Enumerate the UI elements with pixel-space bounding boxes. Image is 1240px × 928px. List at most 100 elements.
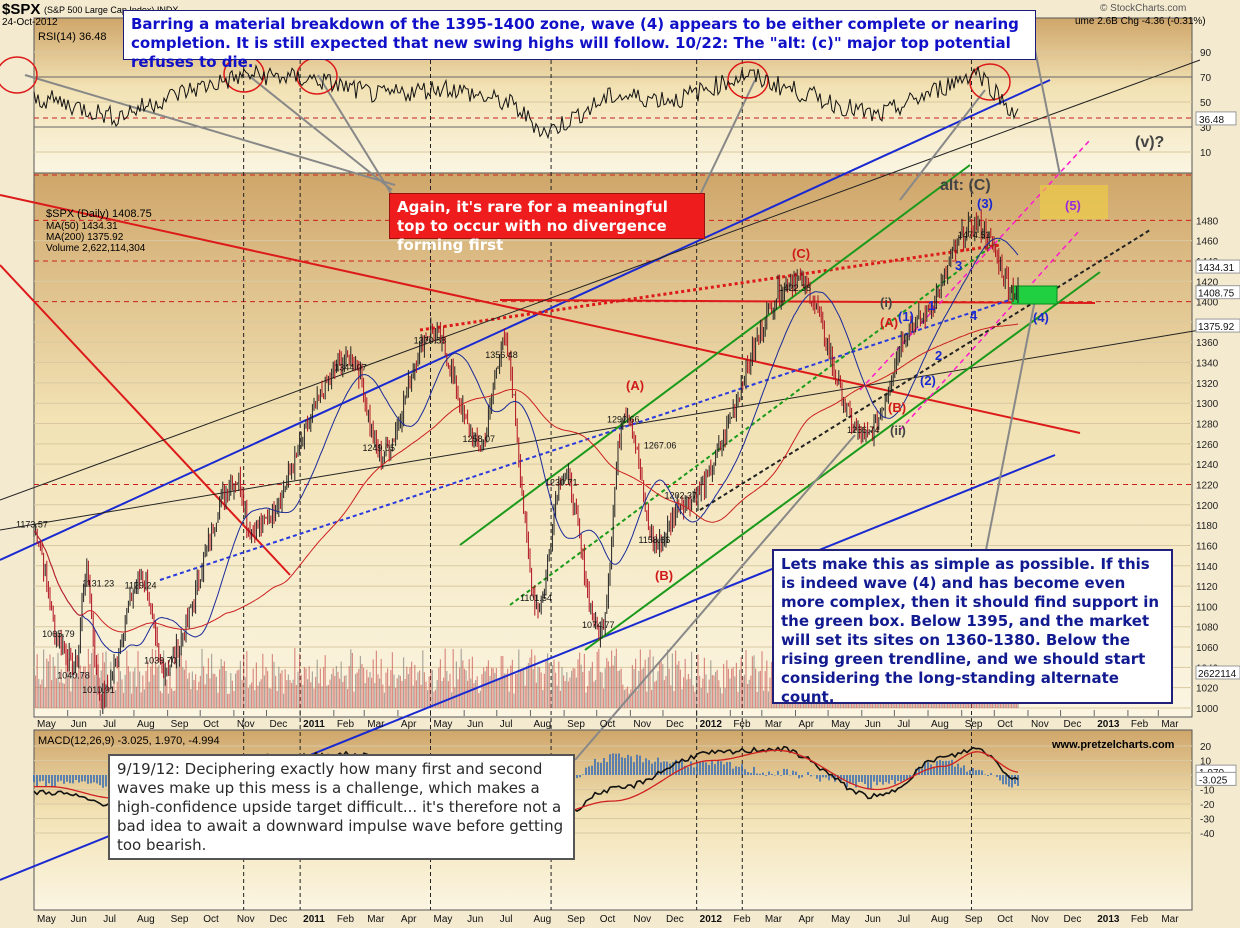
chart-date: 24-Oct-2012 [2,17,58,28]
x-tick-label: Nov [237,719,255,730]
right-value-box [1195,285,1240,300]
x-tick-label: Sep [567,914,585,925]
x-tick-label: Mar [765,914,783,925]
red-dotted-line [419,243,1001,332]
x-tick-label: Sep [171,719,189,730]
x-tick-label: Jun [71,914,87,925]
x-tick-label: Apr [798,719,814,730]
price-label: 1010.91 [82,685,115,695]
x-tick-label: Sep [171,914,189,925]
price-label: 1158.66 [638,535,670,545]
y-tick-label: 1120 [1196,582,1218,593]
x-tick-label: Jun [71,719,87,730]
macd-tick-label: -20 [1200,800,1215,811]
x-tick-label: Mar [765,719,783,730]
price-label: 1230.71 [545,478,578,488]
y-tick-label: 1100 [1196,602,1218,613]
x-tick-label: Dec [666,914,684,925]
y-tick-label: 1140 [1196,562,1218,573]
y-tick-label: 1240 [1196,460,1219,471]
green-support-box [1011,285,1058,305]
note-divergence: Again, it's rare for a meaningful top to… [389,193,705,254]
x-tick-label: Aug [137,914,155,925]
x-tick-label: Apr [798,914,814,925]
y-tick-label: 1360 [1196,338,1219,349]
x-tick-label: 2011 [303,914,325,925]
x-tick-label: May [37,914,56,925]
x-tick-label: Nov [633,719,651,730]
x-tick-label: Sep [567,719,585,730]
pointer-line [574,434,856,761]
x-tick-label: Feb [337,719,355,730]
wave-label: 3 [955,258,962,273]
wave-label: 4 [970,308,978,323]
x-tick-label: Aug [533,719,551,730]
stockcharts-credit: © StockCharts.com [1100,3,1187,14]
x-tick-label: Sep [965,719,983,730]
wave-label: (A) [626,378,644,393]
x-tick-label: Mar [1161,914,1179,925]
x-tick-label: Feb [337,914,355,925]
y-tick-label: 1060 [1196,643,1219,654]
right-value-box [1195,318,1240,333]
x-tick-label: 2012 [700,914,723,925]
price-label: 1039.70 [144,656,177,666]
x-tick-label: Sep [965,914,983,925]
rsi-tick-label: 10 [1200,148,1212,159]
macd-tick-label: -30 [1200,815,1215,826]
x-tick-label: Jul [897,914,910,925]
legend-ma50: MA(50) 1434.31 [46,221,118,232]
x-tick-label: Aug [931,914,949,925]
x-tick-label: Nov [1031,719,1049,730]
price-label: 1422.38 [779,283,812,293]
x-tick-label: Dec [269,719,287,730]
header-volume-change: ume 2.6B Chg -4.36 (-0.31%) [1075,16,1206,27]
y-tick-label: 1400 [1196,298,1219,309]
x-tick-label: Jul [500,719,513,730]
black-channel-2 [0,329,1201,531]
wave-label: (ii) [890,423,906,438]
yellow-target-box [1040,185,1108,219]
legend-ma200: MA(200) 1375.92 [46,232,124,243]
x-tick-label: Feb [1131,719,1149,730]
x-tick-label: Apr [401,914,417,925]
wave-label: (C) [792,246,810,261]
right-value-label: 2622114 [1198,669,1237,680]
price-label: 1065.79 [42,629,75,639]
wave-label: (i) [880,295,892,310]
x-tick-label: Oct [997,719,1013,730]
x-tick-label: Mar [1161,719,1179,730]
macd-title: MACD(12,26,9) -3.025, 1.970, -4.994 [38,735,220,747]
note-top: Barring a material breakdown of the 1395… [123,10,1036,71]
wave-label: (B) [888,400,906,415]
wave-label: (B) [655,568,673,583]
x-tick-label: Aug [533,914,551,925]
y-tick-label: 1020 [1196,684,1219,695]
wave-label: (2) [920,373,936,388]
y-tick-label: 1460 [1196,237,1219,248]
price-label: 1129.24 [125,581,157,591]
wave-label: 2 [935,348,942,363]
x-tick-label: Aug [137,719,155,730]
wave-label: (5) [1065,198,1081,213]
price-label: 1202.37 [665,490,698,500]
macd-tick-label: 20 [1200,742,1212,753]
pointer-line [317,74,393,196]
pointer-line [899,89,986,201]
pointer-line [984,299,1036,556]
x-tick-label: Nov [237,914,255,925]
y-tick-label: 1320 [1196,379,1219,390]
macd-tick-label: -40 [1200,829,1215,840]
price-label: 1101.54 [520,593,552,603]
wave-label: (v)? [1135,134,1164,151]
price-label: 1040.78 [57,671,90,681]
wave-label: (1) [898,309,914,324]
rsi-circle [0,56,38,94]
x-tick-label: Nov [633,914,651,925]
y-tick-label: 1420 [1196,277,1219,288]
note-simple: Lets make this as simple as possible. If… [772,549,1173,706]
macd-tick-label: -10 [1200,786,1215,797]
ticker-symbol: $SPX [2,1,41,18]
green-channel-lower [584,271,1101,651]
x-tick-label: May [831,719,850,730]
